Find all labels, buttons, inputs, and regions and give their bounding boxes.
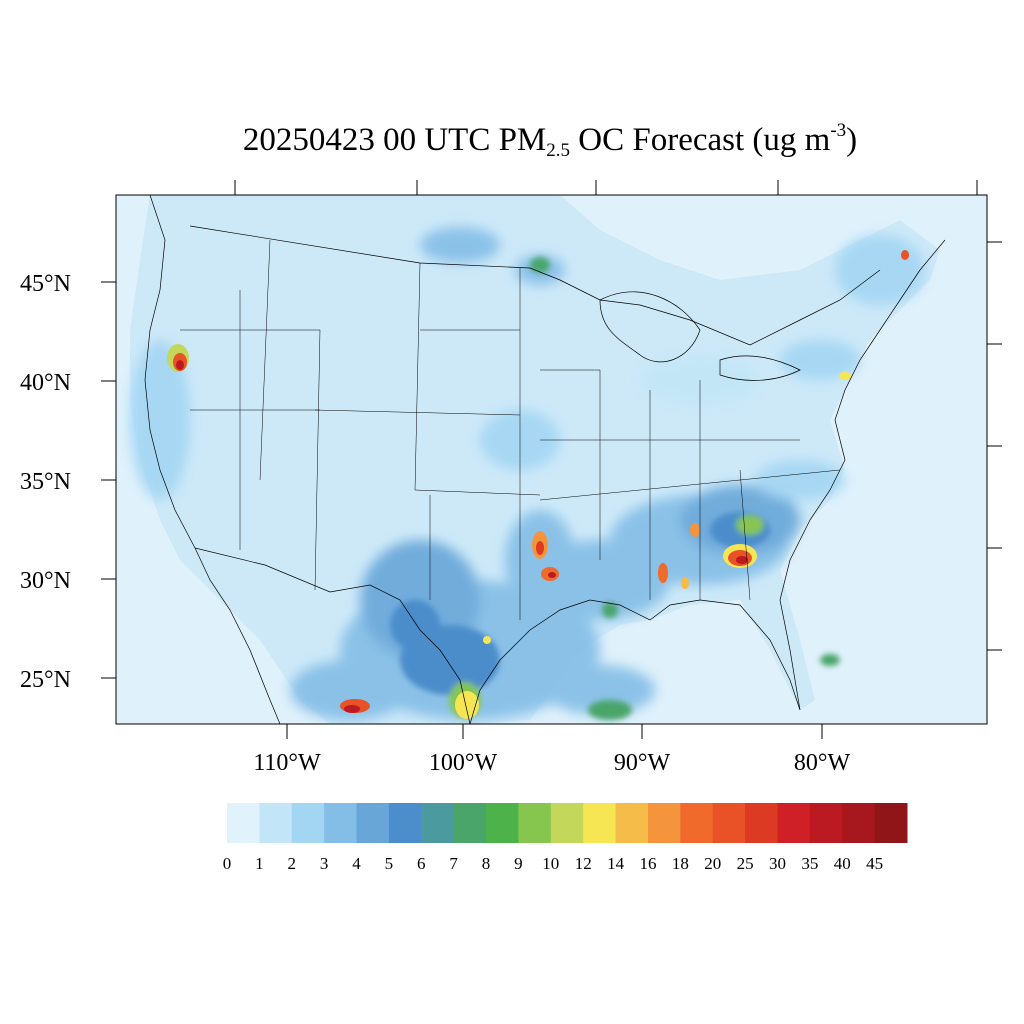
colorbar-swatch: [388, 803, 422, 843]
colorbar-label: 0: [223, 854, 232, 873]
lon-label-80w: 80°W: [794, 750, 851, 776]
colorbar-label: 35: [801, 854, 818, 873]
colorbar-swatch: [227, 803, 260, 843]
colorbar-swatch: [809, 803, 843, 843]
colorbar-label: 40: [834, 854, 851, 873]
colorbar-swatch: [259, 803, 293, 843]
colorbar-label: 45: [866, 854, 883, 873]
title-superscript: -3: [830, 120, 847, 141]
west-coast: [144, 195, 281, 724]
colorbar-label: 18: [672, 854, 689, 873]
gulf-coast: [469, 599, 801, 724]
colorbar-swatch: [356, 803, 390, 843]
state-lines: [180, 239, 841, 620]
lat-label-30n: 30°N: [20, 568, 71, 594]
chart-title: 20250423 00 UTC PM2.5 OC Forecast (ug m-…: [0, 120, 1024, 161]
colorbar-swatch: [550, 803, 584, 843]
colorbar-label: 4: [352, 854, 361, 873]
title-main: 20250423 00 UTC PM: [242, 122, 547, 158]
colorbar-swatch: [291, 803, 325, 843]
colorbar-label: 1: [255, 854, 264, 873]
colorbar-swatch: [777, 803, 811, 843]
latitude-labels: 45°N 40°N 35°N 30°N 25°N: [20, 271, 71, 693]
colorbar-swatch: [583, 803, 617, 843]
colorbar-swatch: [712, 803, 746, 843]
colorbar-swatch: [842, 803, 876, 843]
colorbar-label: 7: [449, 854, 458, 873]
colorbar-swatch: [486, 803, 519, 843]
mexico-border: [194, 547, 471, 724]
colorbar-label: 6: [417, 854, 426, 873]
canada-border: [189, 225, 881, 346]
great-lakes: [599, 291, 801, 381]
colorbar-label: 5: [385, 854, 394, 873]
map-area: [116, 195, 987, 724]
lon-label-100w: 100°W: [429, 750, 498, 776]
colorbar-swatch: [680, 803, 714, 843]
colorbar-label: 30: [769, 854, 786, 873]
colorbar-label: 16: [639, 854, 656, 873]
lon-label-110w: 110°W: [253, 750, 321, 776]
colorbar-swatch: [647, 803, 681, 843]
title-subscript: 2.5: [546, 140, 571, 161]
title-middle: OC Forecast (ug m: [570, 122, 831, 158]
colorbar-swatch: [421, 803, 455, 843]
colorbar-label: 25: [737, 854, 754, 873]
lat-label-35n: 35°N: [20, 469, 71, 495]
colorbar-label: 10: [542, 854, 559, 873]
colorbar-label: 20: [704, 854, 721, 873]
fire-hotspots: [167, 250, 909, 719]
bottom-ticks: [286, 724, 823, 739]
right-ticks: [987, 241, 1002, 651]
lat-label-45n: 45°N: [20, 271, 71, 297]
left-ticks: [101, 281, 116, 679]
colorbar-swatch: [453, 803, 487, 843]
colorbar-label: 8: [482, 854, 491, 873]
colorbar-label: 12: [575, 854, 592, 873]
colorbar-swatch: [745, 803, 778, 843]
top-ticks: [234, 180, 978, 195]
title-end: ): [846, 122, 858, 158]
colorbar-label: 14: [607, 854, 625, 873]
colorbar-label: 9: [514, 854, 523, 873]
boundaries: [144, 195, 946, 724]
colorbar-swatch: [874, 803, 908, 843]
lat-label-25n: 25°N: [20, 667, 71, 693]
map-frame: [115, 194, 988, 725]
longitude-labels: 110°W 100°W 90°W 80°W: [253, 750, 850, 776]
colorbar-swatch: [518, 803, 552, 843]
colorbar-swatch: [615, 803, 649, 843]
colorbar-label: 3: [320, 854, 329, 873]
lon-label-90w: 90°W: [614, 750, 671, 776]
lat-label-40n: 40°N: [20, 370, 71, 396]
colorbar-label: 2: [288, 854, 297, 873]
east-coast: [779, 239, 946, 711]
colorbar: 0 1 2 3 4 5 6 7 8 9 10 12 14 16 18 20 25 30 35 40 45: [223, 803, 908, 873]
colorbar-swatch: [324, 803, 358, 843]
